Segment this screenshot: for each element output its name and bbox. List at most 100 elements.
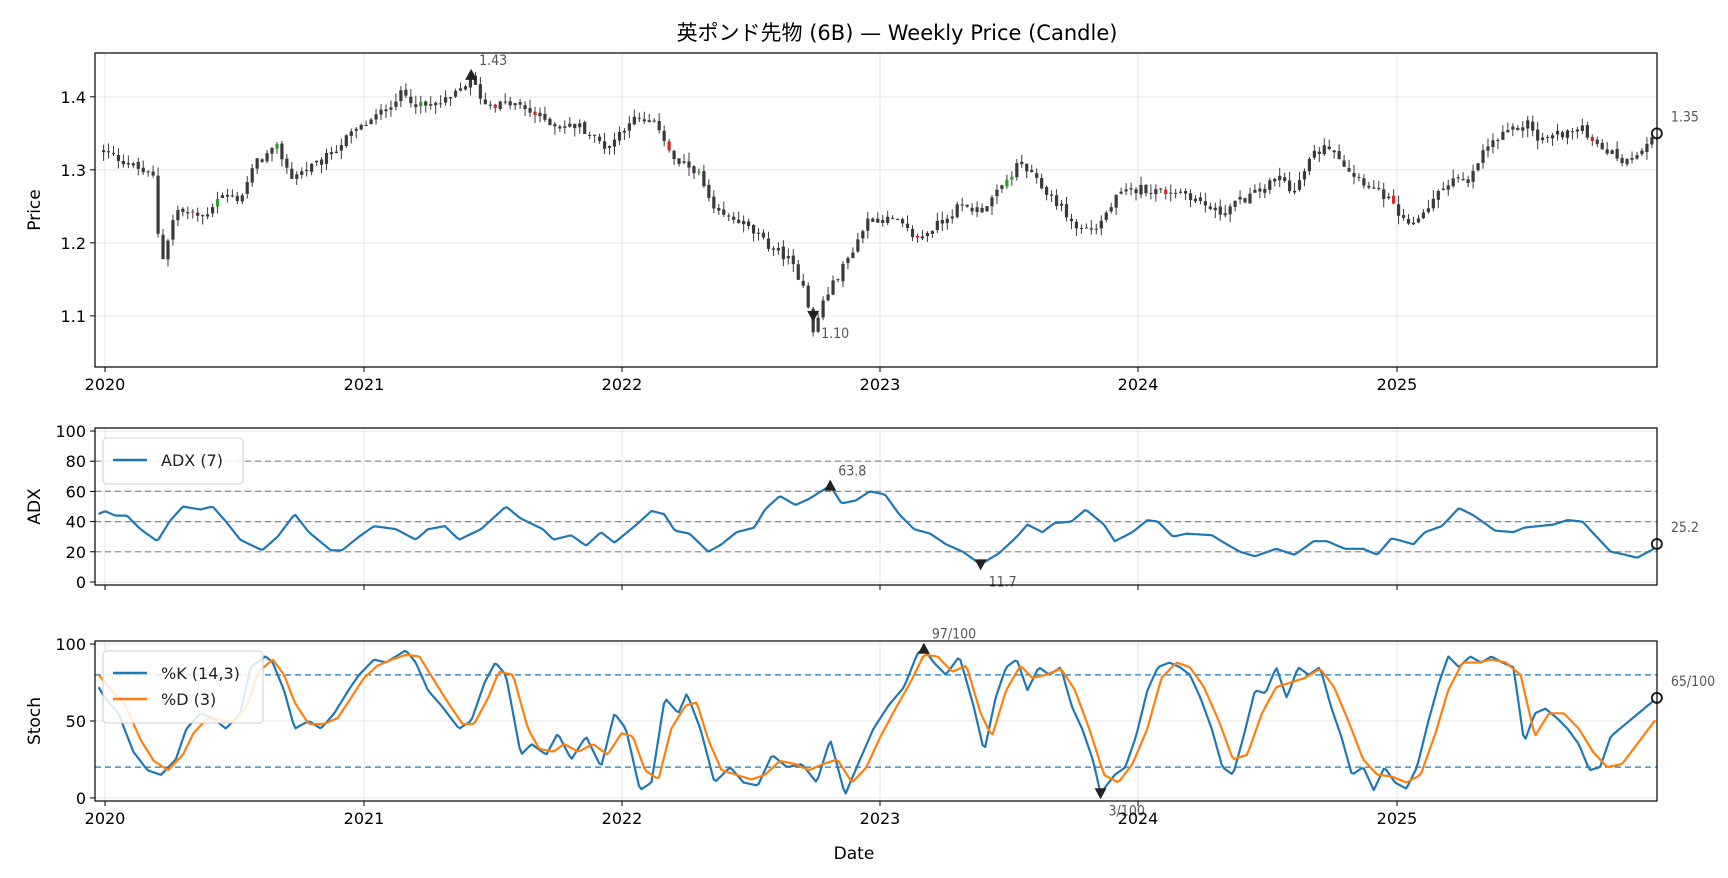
candle-body — [1575, 129, 1579, 132]
candle-body — [349, 131, 353, 136]
candle-body — [568, 123, 572, 127]
candle-body — [1059, 203, 1064, 206]
candle-body — [314, 160, 319, 163]
candle-body — [126, 163, 130, 165]
candle — [1193, 195, 1198, 204]
candle — [786, 248, 790, 265]
candle — [488, 100, 492, 110]
candle — [384, 104, 388, 119]
candle-body — [861, 231, 865, 239]
candle-body — [1406, 218, 1411, 224]
annotation-label: 65/100 — [1671, 674, 1715, 690]
candle — [295, 171, 299, 186]
candle-body — [1213, 207, 1217, 211]
candle — [871, 217, 875, 223]
candle-body — [1035, 173, 1039, 178]
candle — [1526, 115, 1530, 138]
candle-body — [896, 219, 900, 221]
candle-body — [1074, 221, 1079, 229]
candle — [538, 107, 542, 123]
candle-body — [781, 246, 785, 260]
candle — [1486, 138, 1490, 158]
candle-body — [707, 184, 711, 198]
y-tick-label: 0 — [76, 789, 86, 808]
legend-label: ADX (7) — [161, 451, 223, 470]
candle — [732, 212, 736, 224]
candle-body — [558, 126, 562, 129]
candle-body — [270, 147, 274, 154]
candle-body — [131, 163, 135, 166]
candle-body — [513, 103, 517, 106]
candle-body — [955, 204, 959, 218]
candle-body — [1054, 195, 1059, 206]
candle — [364, 120, 368, 126]
candle — [1188, 189, 1193, 208]
candle-body — [339, 145, 343, 151]
candle — [597, 133, 602, 144]
candle-body — [300, 171, 304, 175]
candle — [702, 164, 706, 188]
candle — [1020, 154, 1024, 168]
candle-body — [1139, 184, 1143, 195]
candle — [1223, 204, 1227, 218]
candle — [166, 238, 170, 267]
axes-frame — [94, 52, 1658, 368]
candle — [508, 96, 512, 110]
candle — [339, 138, 343, 159]
candle-body — [528, 108, 532, 113]
candle — [314, 160, 319, 166]
y-tick-label: 80 — [66, 452, 86, 471]
candle — [960, 197, 964, 212]
y-tick-label: 40 — [66, 513, 86, 532]
candle-body — [1357, 177, 1361, 179]
candle — [439, 95, 443, 108]
candle — [478, 77, 482, 105]
candle-body — [687, 161, 691, 168]
candle-body — [1521, 127, 1525, 131]
candle — [359, 123, 363, 131]
candle-body — [543, 113, 547, 120]
candle — [1392, 189, 1396, 205]
candle — [856, 233, 860, 253]
candle-body — [463, 86, 468, 90]
candle — [498, 100, 502, 111]
candle — [1377, 180, 1381, 191]
candle — [1040, 173, 1044, 190]
candle-body — [712, 196, 716, 209]
trough-marker — [1094, 788, 1107, 800]
candle — [717, 203, 721, 215]
candle — [334, 145, 339, 154]
candle-body — [255, 158, 259, 169]
candle-body — [225, 194, 230, 197]
candle — [1203, 192, 1207, 213]
candle — [627, 116, 631, 138]
candle — [1411, 216, 1416, 226]
candle — [503, 93, 507, 105]
candle — [191, 209, 195, 219]
candles — [101, 72, 1659, 337]
candle-body — [111, 152, 116, 155]
candle-body — [206, 214, 210, 217]
candle-body — [166, 240, 170, 260]
candle — [206, 207, 210, 220]
candle — [424, 100, 428, 113]
candle-body — [642, 119, 646, 122]
candle-body — [891, 217, 895, 219]
candle — [756, 228, 761, 241]
candle — [1451, 169, 1455, 188]
candle — [1322, 138, 1326, 156]
axes-frame — [94, 640, 1658, 802]
candle-body — [697, 171, 701, 173]
candle — [920, 229, 925, 241]
candle-body — [146, 171, 150, 173]
candle-body — [1491, 140, 1495, 147]
candle-body — [1456, 177, 1460, 179]
candle-body — [1064, 204, 1069, 218]
candle-body — [508, 101, 512, 106]
candle-body — [106, 151, 111, 153]
candle-body — [1193, 198, 1198, 202]
candle — [1426, 199, 1430, 214]
candle-body — [171, 220, 175, 240]
candle-body — [746, 221, 751, 227]
candle-body — [201, 215, 205, 217]
